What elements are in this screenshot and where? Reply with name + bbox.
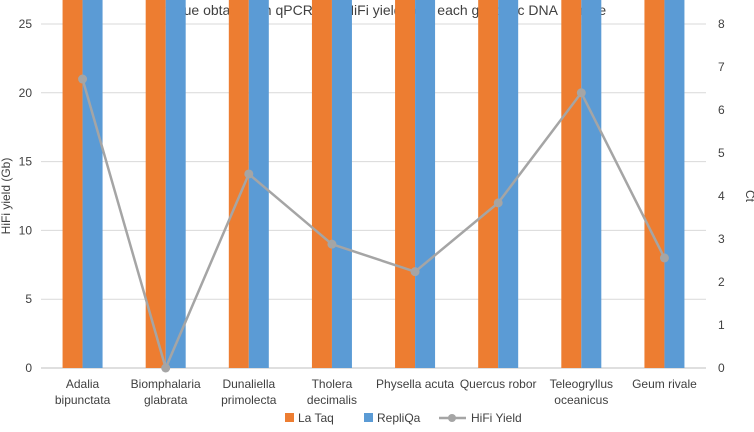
hifi-yield-polyline	[81, 78, 666, 372]
x-tick-label-line: glabrata	[144, 393, 188, 407]
x-tick-label: Dunaliella primolecta	[221, 377, 277, 407]
legend-swatch	[285, 413, 294, 422]
x-tick-label-line: Tholera	[312, 377, 353, 391]
y-right-tick-label: 2	[718, 275, 725, 289]
hifi-yield-point	[493, 198, 503, 208]
x-tick-label-line: Geum rivale	[632, 377, 697, 391]
x-tick-label-line: Teleogryllus	[550, 377, 613, 391]
x-tick-label-line: primolecta	[221, 393, 277, 407]
y-right-tick-label: 6	[718, 103, 725, 117]
axes: 0 5 10 15 20 25 0 1 2 3 4 5 6 7 8 Adalia bipunctata Biomp…	[19, 17, 725, 407]
chart-title: Ct value obtained in qPCR and HiFi yield…	[148, 2, 607, 18]
bar-la-taq	[228, 0, 249, 368]
bar-repliqa	[82, 0, 103, 368]
y-left-tick-label: 0	[25, 361, 32, 375]
y-left-axis-label: HiFi yield (Gb)	[0, 158, 13, 235]
legend-swatch-marker	[448, 414, 456, 422]
legend: La Taq RepliQa HiFi Yield	[285, 411, 522, 425]
y-left-tick-label: 10	[19, 223, 33, 237]
x-tick-label-line: Physella acuta	[376, 377, 454, 391]
x-tick-label: Geum rivale	[632, 377, 697, 391]
hifi-yield-point	[659, 253, 669, 263]
y-right-axis-label: Ct	[743, 190, 754, 203]
legend-swatch	[364, 413, 373, 422]
hifi-yield-point	[244, 169, 254, 179]
y-right-tick-label: 4	[718, 189, 725, 203]
y-right-tick-label: 0	[718, 361, 725, 375]
bar-la-taq	[311, 0, 332, 368]
x-tick-label: Biomphalaria glabrata	[131, 377, 201, 407]
legend-label: La Taq	[298, 411, 334, 425]
x-tick-label: Adalia bipunctata	[55, 377, 111, 407]
x-tick-label-line: oceanicus	[554, 393, 608, 407]
y-left-tick-label: 5	[25, 292, 32, 306]
y-left-tick-label: 20	[19, 86, 33, 100]
legend-label: RepliQa	[377, 411, 421, 425]
bar-repliqa	[415, 0, 436, 368]
x-tick-label-line: Dunaliella	[222, 377, 275, 391]
x-tick-label-line: decimalis	[307, 393, 357, 407]
hifi-yield-point	[410, 267, 420, 277]
hifi-yield-point	[327, 239, 337, 249]
y-right-tick-label: 7	[718, 60, 725, 74]
hifi-yield-point	[78, 74, 88, 84]
bar-la-taq	[62, 0, 83, 369]
y-left-tick-label: 25	[19, 17, 33, 31]
y-right-tick-label: 3	[718, 232, 725, 246]
x-tick-label-line: Quercus robor	[460, 377, 537, 391]
bar-repliqa	[581, 0, 602, 368]
x-tick-label: Teleogryllus oceanicus	[550, 377, 613, 407]
hifi-yield-point	[161, 363, 171, 373]
gridlines	[41, 23, 706, 369]
y-right-tick-label: 1	[718, 318, 725, 332]
bar-repliqa	[664, 0, 685, 368]
bar-la-taq	[561, 0, 582, 369]
bar-repliqa	[165, 0, 186, 369]
bar-la-taq	[478, 0, 499, 368]
x-tick-label: Quercus robor	[460, 377, 537, 391]
bar-repliqa	[331, 0, 352, 369]
bar-la-taq	[644, 0, 665, 368]
y-right-tick-label: 5	[718, 146, 725, 160]
bar-repliqa	[498, 0, 519, 368]
bars	[62, 0, 685, 369]
x-tick-label-line: bipunctata	[55, 393, 111, 407]
bar-la-taq	[145, 0, 166, 369]
legend-label: HiFi Yield	[471, 411, 522, 425]
hifi-yield-point	[576, 88, 586, 98]
bar-la-taq	[395, 0, 416, 368]
y-left-tick-label: 15	[19, 155, 33, 169]
x-tick-label-line: Adalia	[66, 377, 100, 391]
x-tick-label: Tholera decimalis	[307, 377, 357, 407]
hifi-yield-line	[78, 74, 669, 373]
y-right-tick-label: 8	[718, 17, 725, 31]
x-tick-label: Physella acuta	[376, 377, 454, 391]
x-tick-label-line: Biomphalaria	[131, 377, 201, 391]
